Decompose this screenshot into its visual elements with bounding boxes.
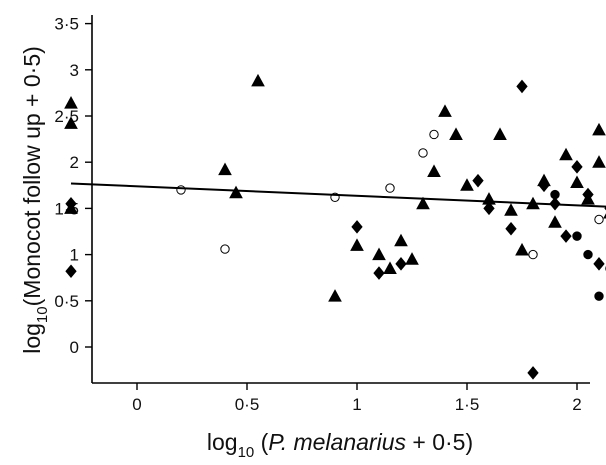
triangle-point xyxy=(64,116,78,129)
triangle-point xyxy=(372,247,386,261)
x-tick-label: 0 xyxy=(132,395,141,414)
triangle-point xyxy=(493,127,507,140)
diamond-point xyxy=(65,196,77,211)
triangle-point xyxy=(504,203,518,216)
x-axis-title: log10 (P. melanarius + 0·5) xyxy=(207,429,473,461)
triangle-point xyxy=(394,233,408,247)
regression-line xyxy=(70,182,606,208)
open-circle-point xyxy=(528,249,538,260)
triangle-point xyxy=(405,252,419,265)
diamond-point xyxy=(571,160,583,174)
y-axis-title: log10(Monocot follow up + 0·5) xyxy=(19,46,51,354)
open-circle-point xyxy=(418,148,428,158)
diamond-point xyxy=(516,79,528,94)
triangle-point xyxy=(218,162,232,176)
y-tick-label: 2 xyxy=(70,153,79,172)
triangle-point xyxy=(515,242,529,256)
y-tick-label: 3 xyxy=(70,61,79,80)
triangle-point xyxy=(229,185,243,199)
diamond-point xyxy=(527,366,539,380)
ticks xyxy=(85,22,578,390)
diamond-point xyxy=(560,229,572,243)
triangle-point xyxy=(64,96,78,109)
triangle-point xyxy=(559,147,573,161)
filled-circle-point xyxy=(572,231,582,241)
open-circle-point xyxy=(220,244,230,254)
triangle-point xyxy=(251,73,265,87)
triangle-point xyxy=(383,261,397,274)
open-circle-point xyxy=(594,214,604,225)
open-circle-point xyxy=(176,185,186,195)
open-circle-point xyxy=(429,129,439,140)
y-tick-label: 2·5 xyxy=(54,107,79,126)
diamond-point xyxy=(593,257,605,271)
triangle-point xyxy=(438,104,452,117)
triangle-point xyxy=(427,164,441,177)
y-tick-label: 0 xyxy=(70,338,79,357)
diamond-point xyxy=(483,201,495,216)
triangle-point xyxy=(328,289,342,302)
tick-labels: 00·511·522·533·5400·511·522·533·5 xyxy=(54,15,581,414)
diamond-point xyxy=(395,257,407,271)
diamond-point xyxy=(65,264,77,279)
diamond-point xyxy=(538,178,550,193)
diamond-point xyxy=(351,220,363,234)
y-tick-label: 0·5 xyxy=(54,292,79,311)
y-tick-label: 1 xyxy=(70,246,79,265)
triangle-point xyxy=(416,196,430,210)
diamond-point xyxy=(373,266,385,280)
y-tick-label: 3·5 xyxy=(54,15,79,34)
diamond-point xyxy=(472,173,484,188)
filled-circle-point xyxy=(594,291,604,301)
data-points xyxy=(64,73,606,380)
filled-circle-point xyxy=(550,189,560,200)
triangle-point xyxy=(592,122,606,136)
triangle-point xyxy=(570,175,584,189)
triangle-point xyxy=(548,215,562,228)
diamond-point xyxy=(505,221,517,236)
triangle-point xyxy=(460,178,474,191)
diamond-point xyxy=(582,187,594,202)
x-tick-label: 1 xyxy=(352,395,361,414)
x-tick-label: 1·5 xyxy=(455,395,480,414)
x-tick-label: 0·5 xyxy=(235,395,260,414)
open-circle-point xyxy=(385,183,395,193)
filled-circle-point xyxy=(583,249,593,260)
triangle-point xyxy=(592,155,606,168)
triangle-point xyxy=(350,238,364,251)
axes xyxy=(91,15,590,384)
x-tick-label: 2 xyxy=(572,395,581,414)
triangle-point xyxy=(449,127,463,140)
